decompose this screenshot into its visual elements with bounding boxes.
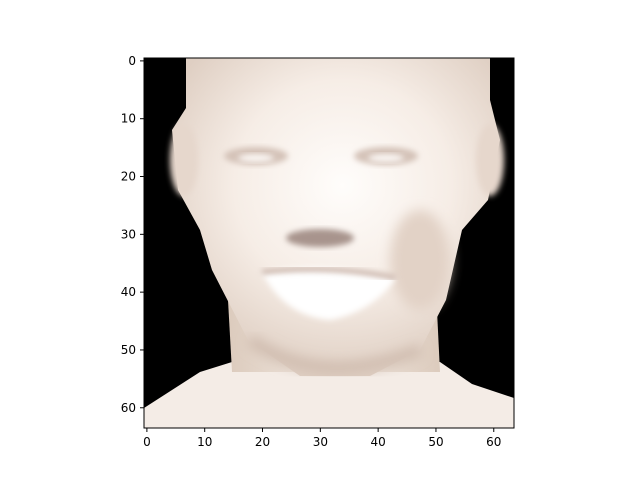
axes-frame — [143, 57, 515, 429]
y-tick-label: 0 — [128, 54, 136, 68]
x-tick-label: 0 — [143, 435, 151, 449]
y-tick-label: 10 — [121, 112, 136, 126]
y-tick-label: 50 — [121, 343, 136, 357]
nose — [286, 229, 354, 247]
x-tick-label: 50 — [428, 435, 443, 449]
shoulders — [144, 362, 514, 428]
x-tick-label: 10 — [197, 435, 212, 449]
y-tick-label: 60 — [121, 401, 136, 415]
x-axis: 0 10 20 30 40 50 60 — [143, 428, 501, 449]
x-tick-label: 20 — [255, 435, 270, 449]
x-tick-label: 60 — [486, 435, 501, 449]
left-ear — [170, 124, 198, 196]
y-tick-label: 20 — [121, 170, 136, 184]
mouth — [262, 268, 396, 320]
right-ear — [476, 124, 504, 196]
x-tick-label: 40 — [371, 435, 386, 449]
face-image — [144, 58, 514, 428]
y-tick-label: 40 — [121, 285, 136, 299]
y-tick-label: 30 — [121, 227, 136, 241]
x-tick-label: 30 — [313, 435, 328, 449]
y-axis: 0 10 20 30 40 50 60 — [121, 54, 144, 415]
